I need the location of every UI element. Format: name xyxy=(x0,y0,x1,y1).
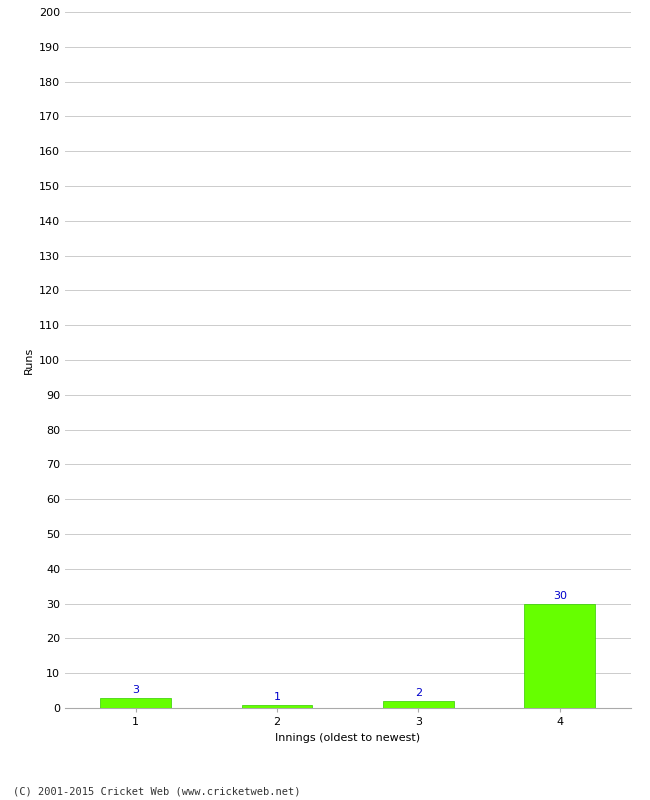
Bar xyxy=(383,701,454,708)
Text: 30: 30 xyxy=(552,591,567,601)
Text: 1: 1 xyxy=(274,692,281,702)
Text: (C) 2001-2015 Cricket Web (www.cricketweb.net): (C) 2001-2015 Cricket Web (www.cricketwe… xyxy=(13,786,300,796)
Text: 2: 2 xyxy=(415,688,422,698)
Bar xyxy=(100,698,171,708)
Y-axis label: Runs: Runs xyxy=(23,346,33,374)
Text: 3: 3 xyxy=(132,685,139,694)
Bar xyxy=(525,603,595,708)
X-axis label: Innings (oldest to newest): Innings (oldest to newest) xyxy=(275,733,421,742)
Bar xyxy=(242,705,313,708)
